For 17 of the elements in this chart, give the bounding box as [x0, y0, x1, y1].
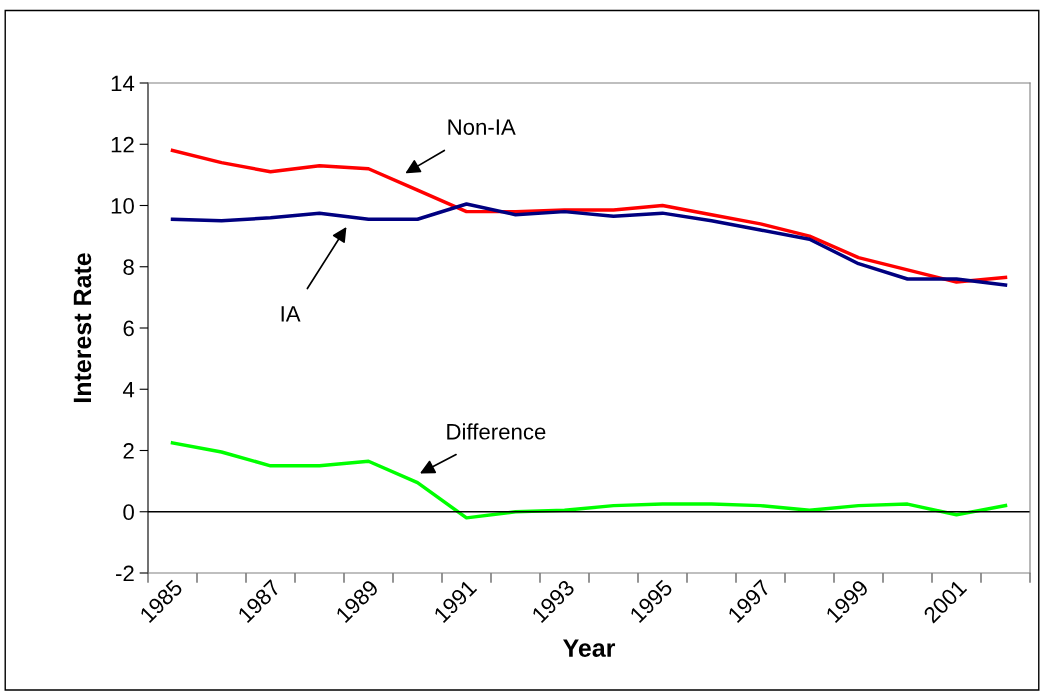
y-tick-label: 10 [111, 198, 134, 214]
y-tick-label: 8 [123, 259, 134, 276]
text: Difference [447, 423, 546, 440]
line-series [170, 202, 1008, 287]
y-tick-label: 6 [123, 320, 134, 337]
line-series [170, 148, 1008, 284]
text: Non-IA [448, 119, 516, 135]
x-axis-title: Year [563, 639, 616, 657]
y-tick-label: 14 [111, 75, 135, 92]
y-tick-label: 12 [111, 136, 134, 153]
y-tick-label: 4 [122, 382, 135, 398]
y-tick-label: 2 [123, 443, 134, 459]
text: IA [281, 306, 301, 322]
line-series [170, 441, 1008, 520]
y-tick-label: 0 [123, 504, 134, 521]
y-axis-title: Interest Rate [73, 253, 92, 403]
y-tick-label: -2 [116, 565, 134, 582]
